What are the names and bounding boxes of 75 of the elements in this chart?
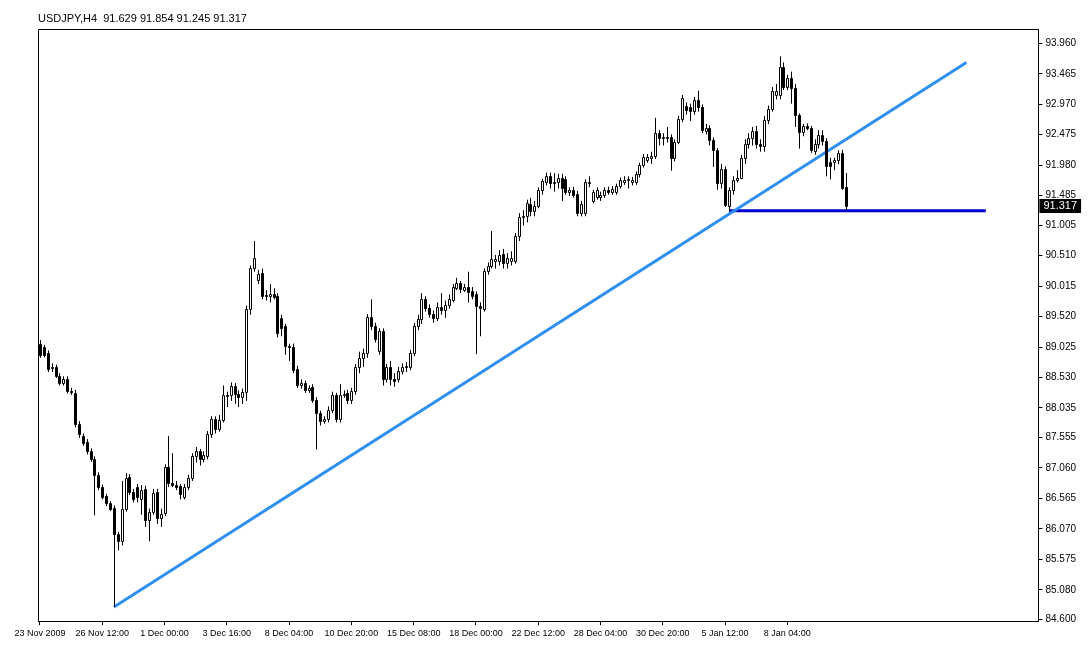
x-tick-label: 18 Dec 00:00: [449, 628, 503, 639]
candlestick: [47, 349, 50, 373]
candlestick: [553, 172, 556, 193]
y-tick-label: 93.960: [1045, 37, 1077, 49]
y-tick-label: 90.510: [1045, 249, 1077, 261]
x-tick-label: 23 Nov 2009: [14, 628, 66, 639]
y-tick-label: 91.005: [1045, 218, 1077, 230]
candlestick: [339, 383, 342, 423]
candlestick: [366, 313, 369, 359]
x-tick-label: 22 Dec 12:00: [511, 628, 565, 639]
candlestick: [156, 488, 159, 525]
candlestick: [825, 137, 828, 177]
candlestick: [440, 292, 443, 316]
candlestick: [475, 290, 478, 355]
candlestick: [584, 178, 587, 217]
y-tick-label: 88.035: [1045, 401, 1077, 413]
x-tick-label: 28 Dec 04:00: [573, 628, 628, 639]
x-tick-label: 10 Dec 20:00: [324, 628, 379, 639]
candlestick: [276, 292, 279, 339]
y-tick-label: 87.555: [1045, 431, 1077, 443]
candlestick: [144, 485, 147, 528]
chart-title: USDJPY,H4 91.629 91.854 91.245 91.317: [38, 11, 247, 24]
x-tick-label: 8 Jan 04:00: [763, 628, 811, 639]
y-tick-label: 85.575: [1045, 553, 1077, 565]
y-tick-label: 86.070: [1045, 522, 1077, 534]
candlestick: [436, 301, 439, 322]
candlestick: [724, 165, 727, 208]
candlestick: [779, 55, 782, 100]
candlestick: [389, 360, 392, 387]
x-tick-label: 1 Dec 00:00: [140, 628, 189, 639]
y-tick-label: 91.980: [1045, 158, 1077, 170]
candlestick: [234, 382, 237, 405]
candlestick: [261, 268, 264, 300]
y-tick-label: 90.015: [1045, 279, 1077, 291]
y-tick-label: 93.465: [1045, 67, 1077, 79]
y-tick-label: 89.520: [1045, 310, 1077, 322]
y-tick-label: 84.600: [1045, 613, 1077, 625]
y-tick-label: 92.970: [1045, 98, 1077, 110]
candlestick: [121, 480, 124, 547]
x-tick-label: 3 Dec 16:00: [202, 628, 252, 639]
candlestick: [467, 271, 470, 303]
candlestick: [576, 190, 579, 217]
y-tick-label: 87.060: [1045, 461, 1077, 473]
candlestick: [662, 132, 665, 147]
x-tick-label: 5 Jan 12:00: [701, 628, 749, 639]
x-tick-label: 8 Dec 04:00: [264, 628, 314, 639]
candlestick: [483, 268, 486, 313]
candlestick: [526, 199, 529, 223]
y-tick-label: 91.485: [1045, 189, 1077, 201]
candlestick: [755, 125, 758, 150]
candlestick: [751, 126, 754, 147]
candlestick: [269, 283, 272, 303]
candlestick: [171, 452, 174, 488]
candlestick: [670, 133, 673, 172]
candlestick: [529, 197, 532, 217]
candlestick: [113, 505, 116, 608]
candlestick: [701, 103, 704, 134]
candlestick: [627, 175, 630, 190]
y-tick-label: 88.530: [1045, 371, 1077, 383]
y-tick-label: 85.080: [1045, 583, 1077, 595]
x-tick-label: 26 Nov 12:00: [75, 628, 129, 639]
candlestick: [230, 381, 233, 402]
candlestick: [654, 117, 657, 160]
candlestick: [382, 327, 385, 387]
candlestick: [502, 248, 505, 270]
candlestick: [561, 173, 564, 202]
x-tick-label: 30 Dec 20:00: [636, 628, 690, 639]
y-tick-label: 92.475: [1045, 128, 1077, 140]
candlestick: [335, 392, 338, 423]
x-tick-label: 15 Dec 08:00: [386, 628, 441, 639]
candlestick: [136, 483, 139, 503]
candlestick: [810, 125, 813, 154]
y-tick-label: 86.565: [1045, 492, 1077, 504]
y-tick-label: 89.025: [1045, 340, 1077, 352]
text: 91.317: [1043, 199, 1078, 212]
